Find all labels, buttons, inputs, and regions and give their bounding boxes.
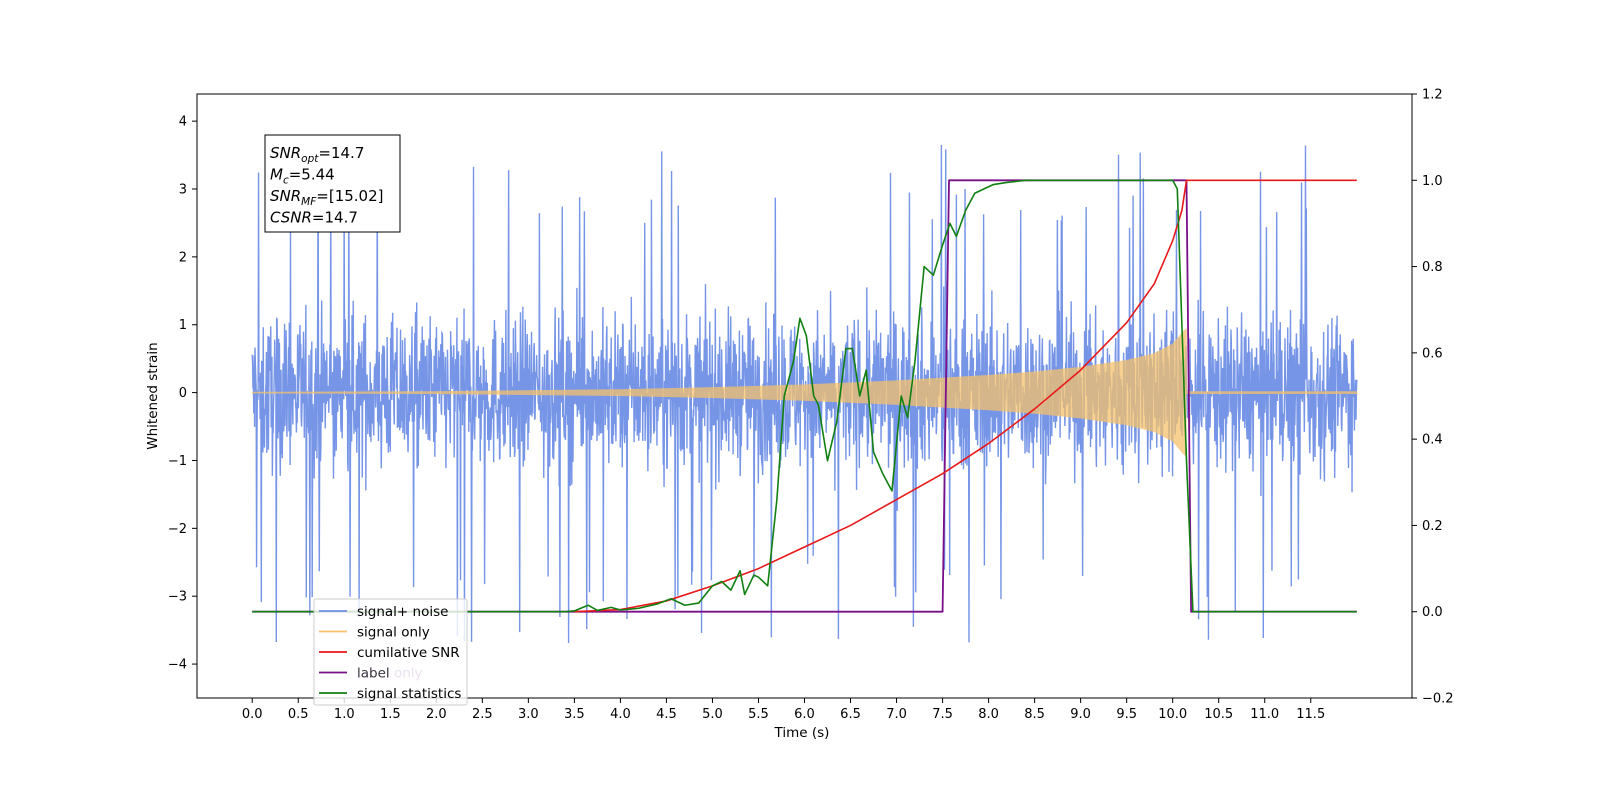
y2-tick-label: 0.0 xyxy=(1422,605,1443,620)
series-signal-only-line xyxy=(251,328,1358,457)
x-tick-label: 9.5 xyxy=(1116,707,1137,722)
x-tick-label: 7.0 xyxy=(886,707,907,722)
x-tick-label: 10.0 xyxy=(1158,707,1187,722)
legend-entry: signal+ noise xyxy=(357,604,448,620)
y2-tick-label: 0.6 xyxy=(1422,346,1443,361)
x-tick-label: 4.0 xyxy=(610,707,631,722)
info-box-line: Mc=5.44 xyxy=(270,166,335,187)
x-tick-label: 5.5 xyxy=(748,707,769,722)
x-tick-label: 11.0 xyxy=(1250,707,1279,722)
x-tick-label: 1.0 xyxy=(334,707,355,722)
y-tick-label: 3 xyxy=(179,183,187,198)
y2-tick-label: 1.0 xyxy=(1422,174,1443,189)
info-box-frame xyxy=(264,134,401,233)
legend-entry: label xyxy=(357,666,390,682)
x-tick-label: 6.5 xyxy=(840,707,861,722)
x-tick-label: 5.0 xyxy=(702,707,723,722)
y-axis-left-ticks: −4 −3 −2 −1 0 1 2 3 4 xyxy=(168,115,197,673)
x-tick-label: 10.5 xyxy=(1204,707,1233,722)
y-tick-label: 2 xyxy=(179,250,187,265)
series-signal-statistics-line xyxy=(252,179,1357,613)
legend: signal+ noise signal only cumilative SNR la… xyxy=(313,598,468,706)
y2-tick-label: 0.2 xyxy=(1422,519,1443,534)
x-tick-label: 1.5 xyxy=(380,707,401,722)
x-tick-label: 7.5 xyxy=(932,707,953,722)
y-tick-label: −2 xyxy=(168,522,187,537)
x-tick-label: 3.0 xyxy=(518,707,539,722)
y-tick-label: −1 xyxy=(168,454,187,469)
y-axis-title: Whitened strain xyxy=(145,342,161,449)
legend-entry: cumilative SNR xyxy=(357,645,460,661)
y-tick-label: 0 xyxy=(179,386,187,401)
x-axis-title: Time (s) xyxy=(774,725,830,741)
x-tick-label: 8.0 xyxy=(978,707,999,722)
x-tick-label: 2.5 xyxy=(472,707,493,722)
y2-tick-label: 0.8 xyxy=(1422,260,1443,275)
y2-tick-label: −0.2 xyxy=(1422,692,1454,707)
x-tick-label: 6.0 xyxy=(794,707,815,722)
series-layer xyxy=(251,144,1358,644)
y-tick-label: −3 xyxy=(168,590,187,605)
legend-frame xyxy=(313,598,468,706)
x-tick-label: 11.5 xyxy=(1296,707,1325,722)
info-box-line: CSNR=14.7 xyxy=(270,209,358,227)
x-tick-label: 3.5 xyxy=(564,707,585,722)
x-tick-label: 8.5 xyxy=(1024,707,1045,722)
info-box-line: SNRMF=[15.02] xyxy=(270,187,384,208)
info-box-line: SNRopt=14.7 xyxy=(270,144,364,165)
legend-entry: signal only xyxy=(357,625,430,641)
y-tick-label: 1 xyxy=(179,318,187,333)
x-tick-label: 4.5 xyxy=(656,707,677,722)
y-tick-label: 4 xyxy=(179,115,187,130)
y-tick-label: −4 xyxy=(168,658,187,673)
legend-entry: signal statistics xyxy=(357,686,461,702)
y-axis-right-ticks: −0.2 0.0 0.2 0.4 0.6 0.8 1.0 1.2 xyxy=(1412,88,1454,707)
x-tick-label: 9.0 xyxy=(1070,707,1091,722)
x-axis-ticks: 0.0 0.5 1.0 1.5 2.0 2.5 3.0 3.5 4.0 4.5 5.0 5.5 6.0 6… xyxy=(242,698,1325,722)
y2-tick-label: 1.2 xyxy=(1422,88,1443,103)
x-tick-label: 2.0 xyxy=(426,707,447,722)
y2-tick-label: 0.4 xyxy=(1422,433,1443,448)
x-tick-label: 0.5 xyxy=(288,707,309,722)
legend-entry-label-only: label only xyxy=(357,666,423,682)
x-tick-label: 0.0 xyxy=(242,707,263,722)
